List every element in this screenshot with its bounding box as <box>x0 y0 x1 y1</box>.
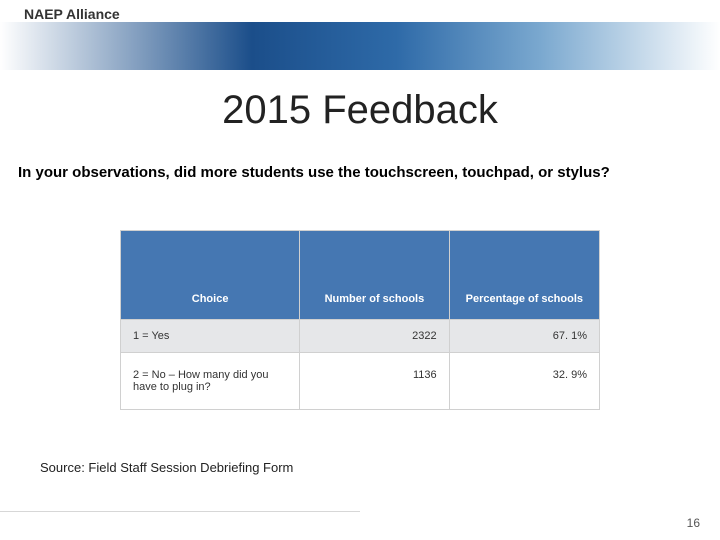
table-body: 1 = Yes 2322 67. 1% 2 = No – How many di… <box>121 319 599 409</box>
cell-number: 2322 <box>300 320 449 352</box>
header-label: NAEP Alliance <box>24 6 132 22</box>
cell-choice: 2 = No – How many did you have to plug i… <box>121 353 300 409</box>
col-header-number: Number of schools <box>300 231 449 319</box>
col-header-choice: Choice <box>121 231 300 319</box>
results-table: Choice Number of schools Percentage of s… <box>120 230 600 410</box>
header-band <box>0 22 720 70</box>
page-number: 16 <box>687 516 700 530</box>
slide: NAEP Alliance 2015 Feedback In your obse… <box>0 0 720 540</box>
source-text: Source: Field Staff Session Debriefing F… <box>40 460 293 475</box>
cell-choice: 1 = Yes <box>121 320 300 352</box>
col-header-percentage: Percentage of schools <box>450 231 599 319</box>
page-title: 2015 Feedback <box>0 88 720 133</box>
table-row: 2 = No – How many did you have to plug i… <box>121 352 599 409</box>
table-row: 1 = Yes 2322 67. 1% <box>121 319 599 352</box>
table-header-row: Choice Number of schools Percentage of s… <box>121 231 599 319</box>
cell-percentage: 32. 9% <box>450 353 599 409</box>
footer-divider <box>0 511 360 512</box>
cell-number: 1136 <box>300 353 449 409</box>
cell-percentage: 67. 1% <box>450 320 599 352</box>
table-header: Choice Number of schools Percentage of s… <box>121 231 599 319</box>
question-text: In your observations, did more students … <box>18 164 702 181</box>
